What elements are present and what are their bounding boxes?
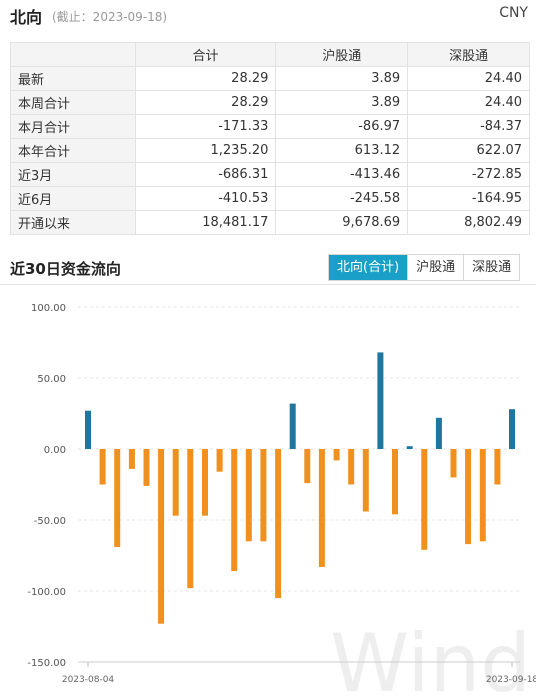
flow-bar[interactable]: [465, 449, 472, 545]
flow-bar[interactable]: [509, 409, 515, 449]
flow-bar[interactable]: [202, 449, 208, 516]
table-cell: -171.33: [134, 114, 277, 139]
table-cell: 24.40: [407, 66, 530, 91]
table-row-year-total: 本年合计 1,235.20 613.12 622.07: [10, 138, 530, 163]
table-cell: 28.29: [134, 66, 277, 91]
flow-bar[interactable]: [362, 449, 369, 512]
table-cell: -413.46: [275, 162, 409, 187]
flow-bar[interactable]: [348, 449, 355, 485]
flow-bar[interactable]: [143, 449, 150, 486]
flow-bar[interactable]: [216, 449, 223, 472]
flow-bar[interactable]: [377, 352, 384, 449]
y-tick-label: 0.00: [44, 445, 66, 456]
flow-bar[interactable]: [114, 449, 121, 547]
flow-bar[interactable]: [172, 449, 179, 516]
table-cell: 613.12: [275, 138, 409, 163]
table-header-row: 合计 沪股通 深股通: [10, 42, 530, 67]
section-divider: [0, 284, 536, 285]
flow-bar[interactable]: [245, 449, 252, 542]
flow-bar[interactable]: [289, 403, 296, 449]
page-header: 北向 (截止：2023-09-18) CNY: [10, 4, 530, 28]
summary-table: 合计 沪股通 深股通 最新 28.29 3.89 24.40 本周合计 28.29 3.89…: [10, 42, 530, 235]
table-cell: -686.31: [134, 162, 277, 187]
table-cell: 24.40: [407, 90, 530, 115]
row-label: 近6月: [10, 186, 136, 211]
y-tick-label: -50.00: [34, 516, 66, 527]
row-label: 本周合计: [10, 90, 136, 115]
fund-flow-bar-chart: Wind 100.00 50.00 0.00 -50.00 -100.00 -150.00…: [27, 303, 536, 696]
table-cell: 1,235.20: [134, 138, 277, 163]
flow-bar[interactable]: [275, 449, 282, 599]
table-row-last-3-months: 近3月 -686.31 -413.46 -272.85: [10, 162, 530, 187]
tab-northbound-total[interactable]: 北向(合计): [329, 255, 408, 280]
flow-bar[interactable]: [304, 449, 311, 484]
flow-type-tabs: 北向(合计) 沪股通 深股通: [328, 254, 521, 281]
tab-shanghai-connect[interactable]: 沪股通: [407, 255, 464, 280]
table-row-month-total: 本月合计 -171.33 -86.97 -84.37: [10, 114, 530, 139]
row-label: 本月合计: [10, 114, 136, 139]
as-of-date: (截止：2023-09-18): [52, 10, 168, 24]
flow-bar[interactable]: [494, 449, 501, 485]
flow-bar[interactable]: [392, 449, 398, 515]
currency-label: CNY: [499, 5, 528, 21]
table-cell: 18,481.17: [134, 210, 277, 235]
table-header-corner: [10, 42, 136, 67]
table-row-week-total: 本周合计 28.29 3.89 24.40: [10, 90, 530, 115]
table-cell: -84.37: [407, 114, 530, 139]
flow-bar[interactable]: [333, 449, 340, 461]
flow-bar[interactable]: [158, 449, 165, 624]
flow-bar[interactable]: [435, 417, 442, 449]
table-cell: -164.95: [407, 186, 530, 211]
flow-bar[interactable]: [99, 449, 106, 485]
table-cell: 3.89: [275, 90, 409, 115]
flow-bar[interactable]: [128, 449, 135, 469]
row-label: 近3月: [10, 162, 136, 187]
flow-bar[interactable]: [421, 449, 428, 550]
flow-bar[interactable]: [479, 449, 486, 542]
wind-watermark: Wind: [330, 617, 531, 696]
flow-bar[interactable]: [260, 449, 267, 542]
table-cell: -245.58: [275, 186, 409, 211]
flow-bar[interactable]: [85, 410, 91, 449]
x-end-date-label: 2023-09-18: [486, 675, 536, 685]
tab-shenzhen-connect[interactable]: 深股通: [463, 255, 520, 280]
table-cell: 3.89: [275, 66, 409, 91]
flow-bar[interactable]: [406, 446, 413, 449]
table-cell: 622.07: [407, 138, 530, 163]
table-row-last-6-months: 近6月 -410.53 -245.58 -164.95: [10, 186, 530, 211]
y-tick-label: -100.00: [27, 587, 66, 598]
y-tick-label: 100.00: [31, 303, 66, 314]
x-start-date-label: 2023-08-04: [62, 675, 115, 685]
row-label: 开通以来: [10, 210, 136, 235]
table-cell: 28.29: [134, 90, 277, 115]
y-tick-label: 50.00: [37, 374, 66, 385]
table-cell: -410.53: [134, 186, 277, 211]
row-label: 最新: [10, 66, 136, 91]
table-cell: -272.85: [407, 162, 530, 187]
flow-bar[interactable]: [187, 449, 194, 589]
table-row-latest: 最新 28.29 3.89 24.40: [10, 66, 530, 91]
flow-bar[interactable]: [450, 449, 457, 478]
row-label: 本年合计: [10, 138, 136, 163]
page-title: 北向: [10, 8, 43, 27]
column-header-shanghai: 沪股通: [275, 42, 409, 67]
column-header-total: 合计: [134, 42, 277, 67]
table-row-since-launch: 开通以来 18,481.17 9,678.69 8,802.49: [10, 210, 530, 235]
column-header-shenzhen: 深股通: [407, 42, 530, 67]
table-cell: 9,678.69: [275, 210, 409, 235]
table-cell: 8,802.49: [407, 210, 530, 235]
y-tick-label: -150.00: [27, 658, 66, 669]
table-cell: -86.97: [275, 114, 409, 139]
flow-bar[interactable]: [318, 449, 325, 567]
flow-bar[interactable]: [231, 449, 238, 572]
chart-section-title: 近30日资金流向: [10, 260, 121, 278]
